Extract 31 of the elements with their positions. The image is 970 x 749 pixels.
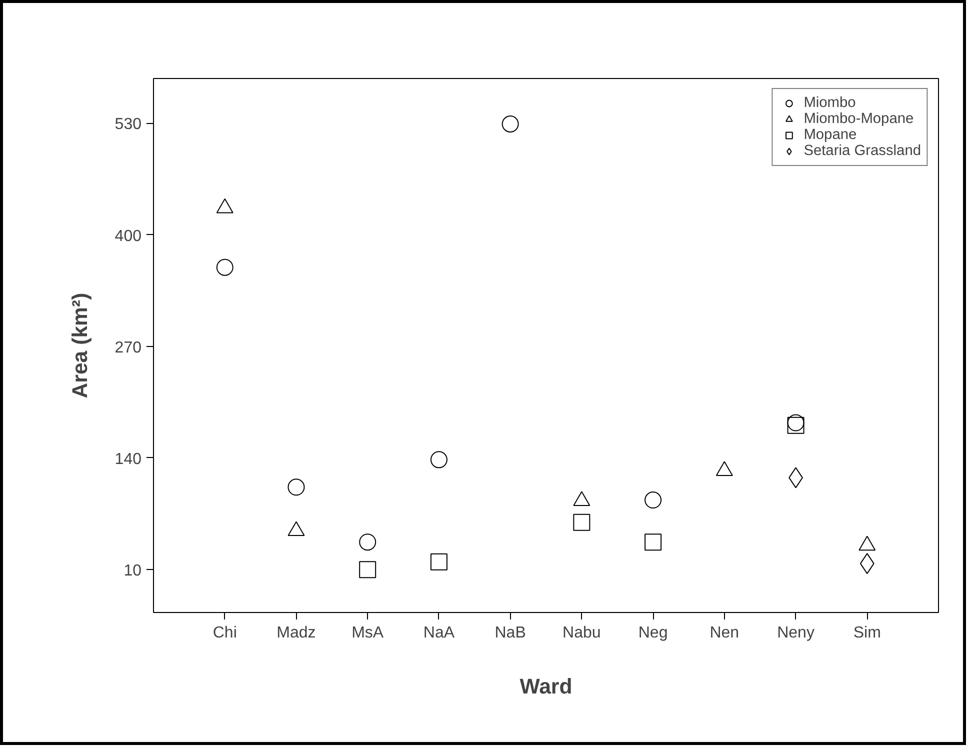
x-axis-title: Ward <box>520 674 572 698</box>
x-tick-label: Madz <box>276 624 316 642</box>
x-tick-label: Chi <box>212 624 237 642</box>
point <box>288 478 305 496</box>
legend-label: Setaria Grassland <box>804 143 921 159</box>
x-tick-label: Sim <box>853 624 881 642</box>
point <box>573 514 590 531</box>
y-tick-label: 400 <box>114 228 142 245</box>
y-tick-label: 140 <box>114 450 142 468</box>
point <box>644 492 662 509</box>
y-tick-label: 530 <box>114 116 142 134</box>
legend-label: Miombo <box>804 95 856 111</box>
x-tick-label: Nabu <box>562 624 601 642</box>
y-tick-label: 10 <box>124 562 142 580</box>
point <box>430 451 448 468</box>
point <box>430 553 448 570</box>
x-tick-label: MsA <box>352 624 384 642</box>
legend-label: Mopane <box>804 127 857 143</box>
point <box>216 258 234 276</box>
x-tick-label: Nen <box>710 624 740 642</box>
y-tick-label: 270 <box>114 339 142 356</box>
x-tick-label: NaA <box>423 624 455 642</box>
point <box>502 116 519 132</box>
x-tick-label: Neg <box>638 624 668 642</box>
y-axis-title: Area (km²) <box>68 292 92 398</box>
point <box>644 534 662 551</box>
x-tick-label: Neny <box>777 624 814 642</box>
legend-label: Miombo-Mopane <box>804 111 914 127</box>
point <box>359 534 376 551</box>
x-tick-label: NaB <box>494 624 526 642</box>
point <box>359 561 376 578</box>
